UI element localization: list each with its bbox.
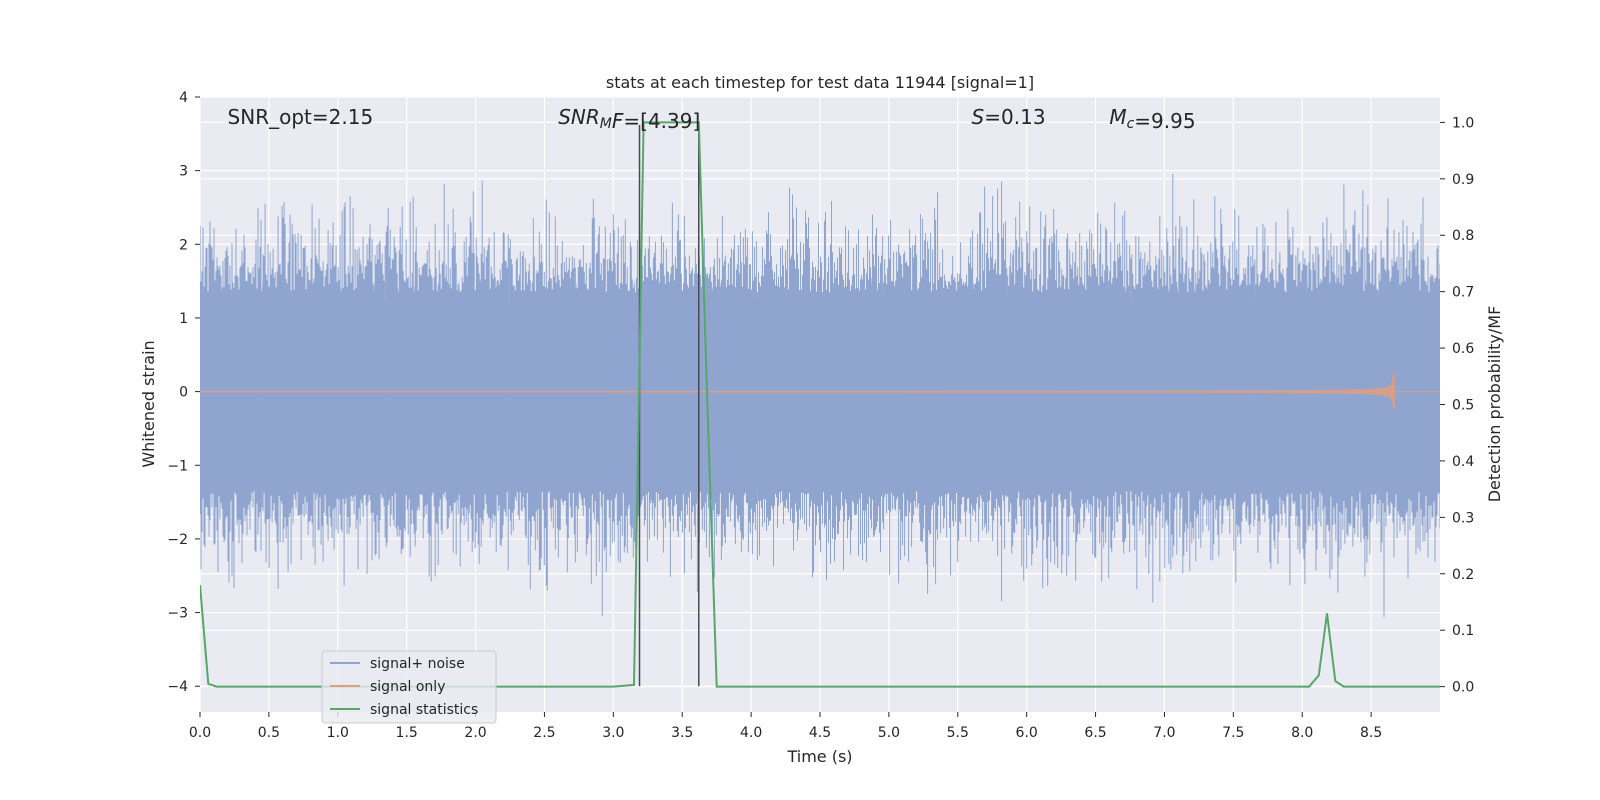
x-tick-label: 8.0 [1291, 725, 1313, 741]
y-right-tick-label: 0.2 [1452, 567, 1474, 583]
legend-label-signal-only: signal only [370, 679, 445, 695]
x-tick-label: 8.5 [1360, 725, 1382, 741]
x-tick-label: 3.0 [602, 725, 624, 741]
x-axis-label: Time (s) [786, 747, 852, 766]
annotation-part: F [612, 109, 624, 133]
x-tick-label: 5.5 [947, 725, 969, 741]
y-left-tick-label: −1 [167, 458, 188, 474]
x-tick-label: 7.5 [1222, 725, 1244, 741]
y-left-tick-label: 4 [179, 90, 188, 106]
x-tick-label: 4.5 [809, 725, 831, 741]
annotation-3: Mc=9.95 [1109, 105, 1195, 133]
annotation-part: M [1109, 105, 1126, 129]
y-left-tick-label: −4 [167, 679, 188, 695]
annotation-part: =[4.39] [623, 109, 700, 133]
y-right-tick-label: 0.0 [1452, 680, 1474, 696]
y-right-axis-label: Detection probability/MF [1485, 306, 1504, 503]
x-tick-label: 0.5 [258, 725, 280, 741]
legend-box [321, 650, 497, 724]
y-right-tick-label: 0.7 [1452, 285, 1474, 301]
annotation-part: c [1127, 116, 1135, 132]
y-left-axis-label: Whitened strain [139, 340, 158, 467]
y-left-tick-label: 2 [179, 237, 188, 253]
y-right-ticks: 1.0 0.9 0.8 0.7 0.6 0.5 0.4 0.3 0.2 0.1 0.0 [1440, 115, 1474, 696]
legend-label-signal-statistics: signal statistics [370, 702, 478, 718]
legend-label-signal-noise: signal+ noise [370, 656, 465, 672]
annotation-2: S=0.13 [972, 105, 1046, 129]
x-tick-label: 5.0 [878, 725, 900, 741]
y-right-tick-label: 0.8 [1452, 228, 1474, 244]
y-left-tick-label: 3 [179, 164, 188, 180]
series-signal-noise [200, 174, 1440, 618]
x-tick-label: 6.5 [1084, 725, 1106, 741]
x-tick-label: 6.0 [1016, 725, 1038, 741]
y-right-tick-label: 0.6 [1452, 341, 1474, 357]
annotation-part: =0.13 [984, 105, 1045, 129]
x-tick-label: 1.0 [327, 725, 349, 741]
x-tick-label: 4.0 [740, 725, 762, 741]
annotation-part: SNR [558, 105, 600, 129]
x-tick-label: 7.0 [1153, 725, 1175, 741]
series-signal-only [200, 373, 1440, 411]
x-ticks: 0.0 0.5 1.0 1.5 2.0 2.5 3.0 3.5 4.0 4.5 5.0 5.5 6.0 6… [189, 712, 1382, 741]
x-tick-label: 1.5 [396, 725, 418, 741]
y-left-tick-label: −2 [167, 532, 188, 548]
chart-title: stats at each timestep for test data 119… [606, 73, 1034, 92]
x-tick-label: 2.5 [533, 725, 555, 741]
annotation-part: M [600, 116, 612, 132]
y-right-tick-label: 0.3 [1452, 510, 1474, 526]
y-right-tick-label: 0.1 [1452, 623, 1474, 639]
annotation-0: SNR_opt=2.15 [228, 105, 374, 129]
y-right-tick-label: 1.0 [1452, 115, 1474, 131]
legend: signal+ noise signal only signal statist… [321, 650, 497, 724]
annotation-part: S [972, 105, 985, 129]
x-tick-label: 2.0 [464, 725, 486, 741]
y-left-tick-label: 0 [179, 385, 188, 401]
annotation-1: SNRMF=[4.39] [558, 105, 700, 133]
y-right-tick-label: 0.4 [1452, 454, 1474, 470]
y-right-tick-label: 0.9 [1452, 172, 1474, 188]
y-right-tick-label: 0.5 [1452, 398, 1474, 414]
x-tick-label: 0.0 [189, 725, 211, 741]
y-left-ticks: 4 3 2 1 0 −1 −2 −3 −4 [167, 90, 200, 695]
annotations: SNR_opt=2.15 SNRMF=[4.39] S=0.13 Mc=9.95 [228, 105, 1196, 133]
y-left-tick-label: 1 [179, 311, 188, 327]
annotation-part: =9.95 [1134, 109, 1195, 133]
y-left-tick-label: −3 [167, 606, 188, 622]
x-tick-label: 3.5 [671, 725, 693, 741]
